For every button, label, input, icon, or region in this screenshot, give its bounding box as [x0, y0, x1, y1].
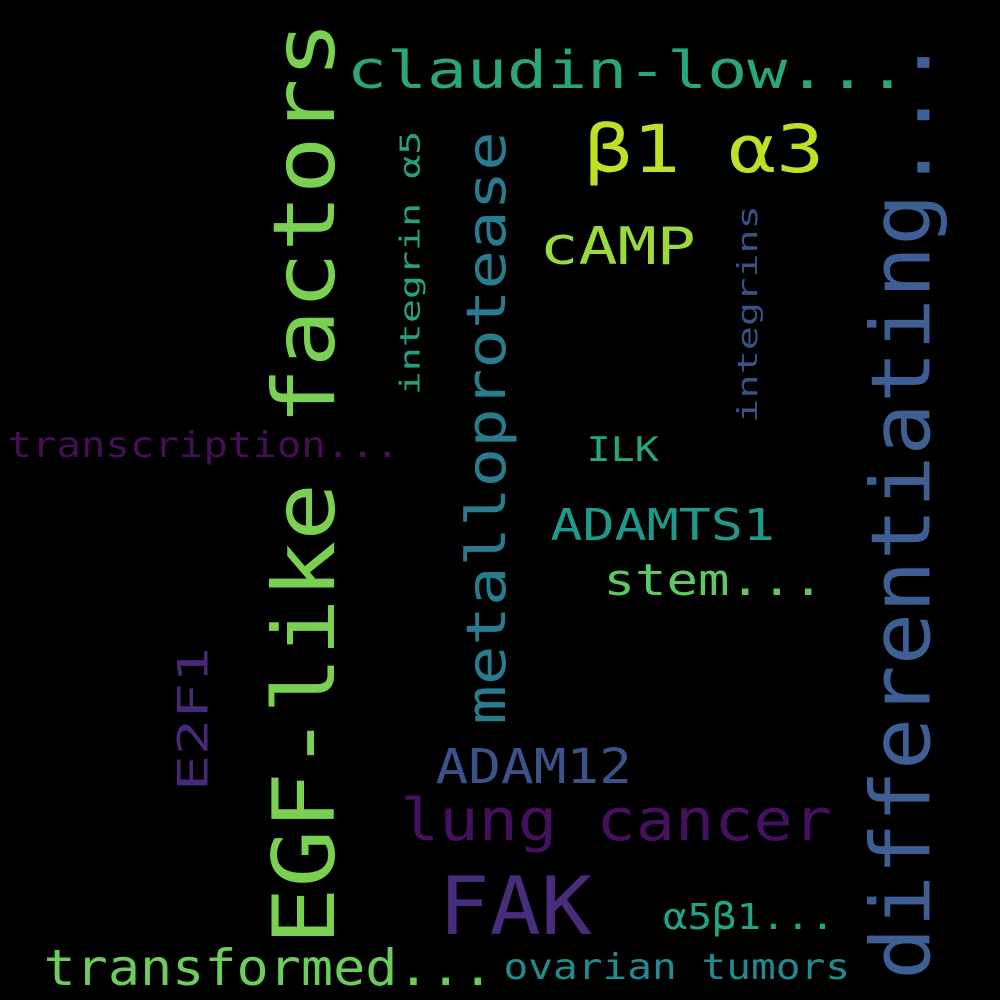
- word-ovarian-tumors: ovarian tumors: [502, 947, 850, 988]
- word-ilk: ILK: [585, 430, 659, 470]
- word-differentiating: differentiating...: [853, 36, 949, 980]
- word-fak: FAK: [438, 860, 592, 953]
- word-transcription: transcription...: [6, 425, 399, 466]
- word-beta1-alpha3: β1 α3: [584, 111, 824, 188]
- word-egf-like-factors: EGF-like factors: [255, 20, 356, 946]
- word-stem: stem...: [602, 555, 824, 606]
- word-e2f1: E2F1: [168, 646, 218, 792]
- word-transformed: transformed...: [42, 939, 494, 997]
- word-claudin-low: claudin-low...: [346, 41, 908, 101]
- word-metalloprotease: metalloprotease: [454, 131, 518, 725]
- word-integrin-alpha5: integrin α5: [393, 130, 427, 396]
- word-camp: cAMP: [538, 217, 696, 277]
- word-integrins: integrins: [730, 205, 764, 423]
- word-lung-cancer: lung cancer: [399, 786, 833, 854]
- word-alpha5-beta1: α5β1...: [662, 897, 835, 938]
- word-adam12: ADAM12: [434, 739, 632, 795]
- word-adamts1: ADAMTS1: [549, 500, 775, 551]
